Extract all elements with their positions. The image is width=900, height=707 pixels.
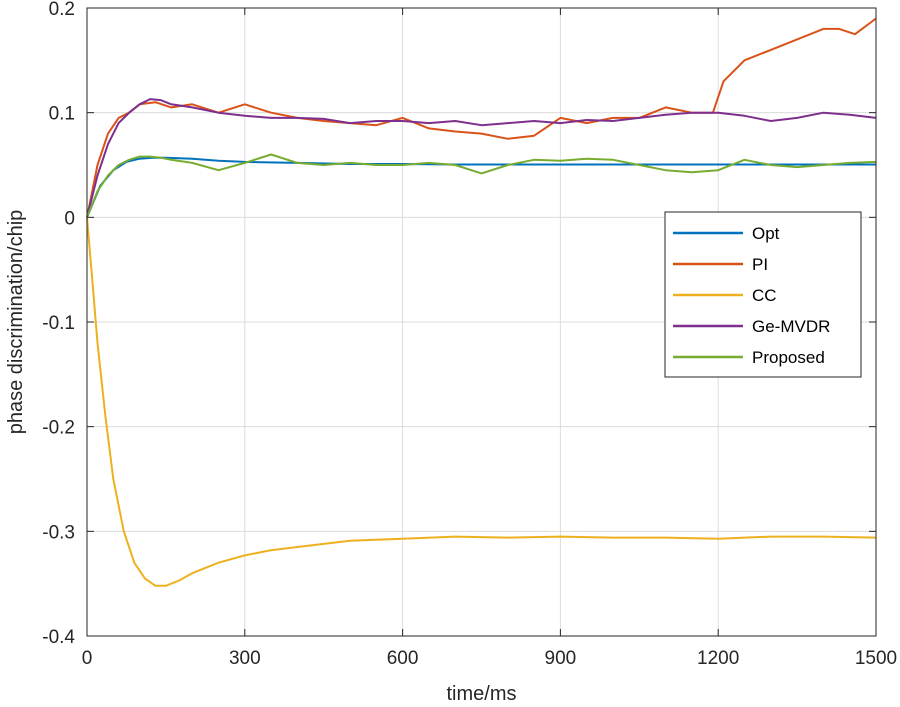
series-line-pi [86,17,877,218]
y-tick-label: 0.1 [49,104,75,125]
x-tick-label: 1500 [855,648,897,669]
y-tick-label: -0.1 [42,313,75,334]
y-tick-label: 0 [64,208,75,229]
series-line-proposed [86,153,877,218]
series-line-ge-mvdr [86,98,877,218]
series-group [86,17,877,587]
legend-label-cc: CC [752,286,777,305]
y-tick-label: 0.2 [49,0,75,20]
x-tick-label: 0 [82,648,93,669]
ticks: 0 300 600 900 1200 1500 -0.4 -0.3 -0.2 -0.1 0 0.1 0.… [42,0,897,669]
x-axis-label: time/ms [447,683,517,705]
series-line-cc [86,217,877,587]
y-tick-label: -0.4 [42,627,75,648]
legend-label-proposed: Proposed [752,348,825,367]
x-tick-label: 600 [387,648,419,669]
legend: Opt PI CC Ge-MVDR Proposed [664,211,862,378]
legend-label-pi: PI [752,255,768,274]
x-tick-label: 1200 [697,648,739,669]
y-tick-label: -0.3 [42,522,75,543]
legend-label-ge-mvdr: Ge-MVDR [752,317,830,336]
y-axis-label: phase discrimination/chip [5,210,27,435]
grid [87,8,876,636]
legend-label-opt: Opt [752,224,780,243]
x-tick-label: 300 [229,648,261,669]
x-tick-label: 900 [545,648,577,669]
y-tick-label: -0.2 [42,418,75,439]
series-line-opt [86,156,876,218]
